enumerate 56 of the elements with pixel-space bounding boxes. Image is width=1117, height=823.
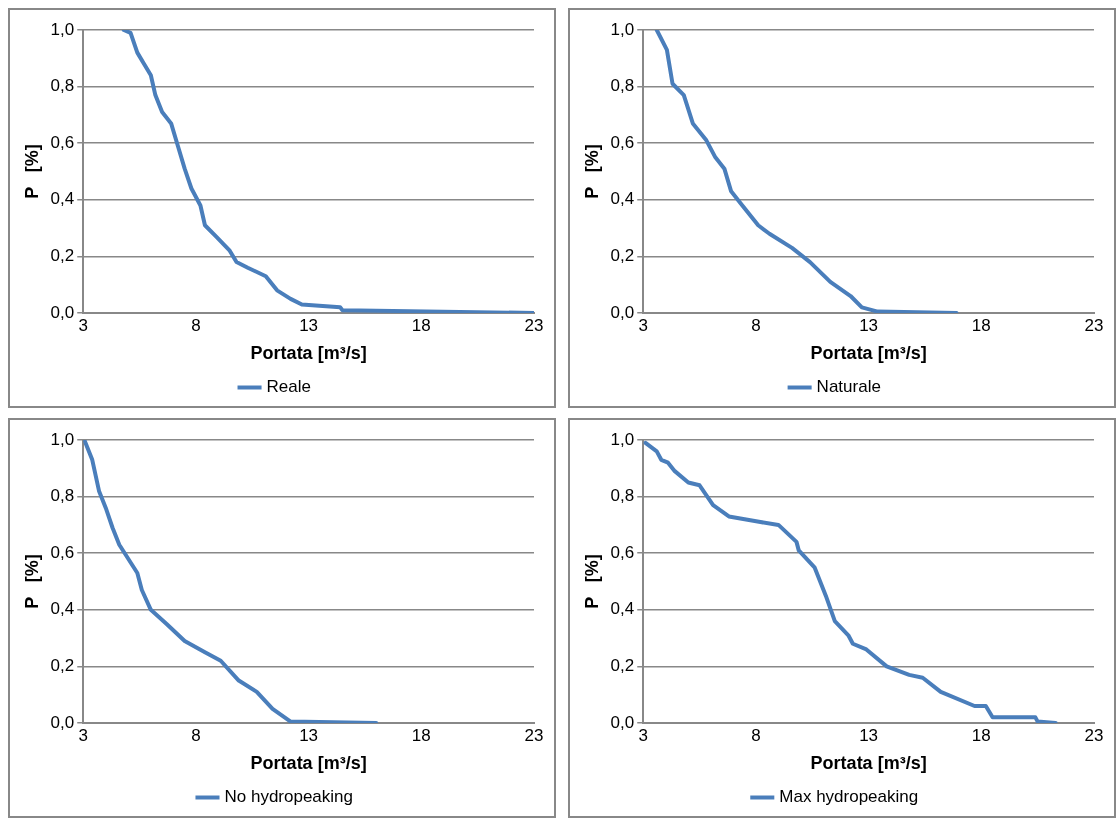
legend-label: Max hydropeaking <box>779 787 919 807</box>
x-tick-label: 13 <box>859 725 879 745</box>
y-axis-title: P [%] <box>581 144 602 199</box>
x-tick-label: 23 <box>1084 725 1104 745</box>
y-tick-label: 0,8 <box>610 486 635 506</box>
x-tick-label: 13 <box>859 315 879 335</box>
y-tick-label: 0,2 <box>50 246 75 266</box>
y-tick-label: 0,2 <box>50 656 75 676</box>
x-tick-label: 23 <box>524 315 544 335</box>
y-tick-label: 1,0 <box>610 19 635 39</box>
x-tick-label: 3 <box>638 725 648 745</box>
x-tick-label: 3 <box>638 315 648 335</box>
y-tick-label: 0,6 <box>50 542 75 562</box>
x-tick-label: 18 <box>971 725 991 745</box>
y-tick-label: 0,2 <box>610 246 635 266</box>
y-tick-label: 0,4 <box>50 599 75 619</box>
x-tick-label: 8 <box>191 725 201 745</box>
x-tick-label: 23 <box>524 725 544 745</box>
y-tick-label: 0,0 <box>50 712 75 732</box>
y-axis-title: P [%] <box>21 554 42 609</box>
legend-label: Reale <box>266 377 311 397</box>
x-tick-label: 13 <box>299 315 319 335</box>
y-tick-label: 0,6 <box>610 132 635 152</box>
legend-label: No hydropeaking <box>224 787 354 807</box>
x-axis-title: Portata [m³/s] <box>810 753 927 774</box>
y-tick-label: 0,0 <box>610 302 635 322</box>
x-tick-label: 13 <box>299 725 319 745</box>
x-tick-label: 18 <box>411 315 431 335</box>
y-tick-label: 0,0 <box>50 302 75 322</box>
y-tick-label: 0,6 <box>50 132 75 152</box>
x-tick-label: 8 <box>191 315 201 335</box>
x-tick-label: 8 <box>751 315 761 335</box>
y-tick-label: 1,0 <box>50 19 75 39</box>
x-tick-label: 18 <box>411 725 431 745</box>
legend-label: Naturale <box>816 377 881 397</box>
y-tick-label: 0,4 <box>50 189 75 209</box>
x-axis-title: Portata [m³/s] <box>250 753 367 774</box>
y-tick-label: 0,2 <box>610 656 635 676</box>
y-tick-label: 0,0 <box>610 712 635 732</box>
y-tick-label: 1,0 <box>610 429 635 449</box>
y-tick-label: 1,0 <box>50 429 75 449</box>
y-tick-label: 0,8 <box>610 76 635 96</box>
y-tick-label: 0,4 <box>610 189 635 209</box>
x-tick-label: 3 <box>78 725 88 745</box>
y-tick-label: 0,8 <box>50 76 75 96</box>
x-tick-label: 8 <box>751 725 761 745</box>
x-tick-label: 18 <box>971 315 991 335</box>
x-axis-title: Portata [m³/s] <box>250 343 367 364</box>
y-tick-label: 0,8 <box>50 486 75 506</box>
y-axis-title: P [%] <box>21 144 42 199</box>
x-axis-title: Portata [m³/s] <box>810 343 927 364</box>
x-tick-label: 23 <box>1084 315 1104 335</box>
y-tick-label: 0,4 <box>610 599 635 619</box>
y-axis-title: P [%] <box>581 554 602 609</box>
x-tick-label: 3 <box>78 315 88 335</box>
y-tick-label: 0,6 <box>610 542 635 562</box>
